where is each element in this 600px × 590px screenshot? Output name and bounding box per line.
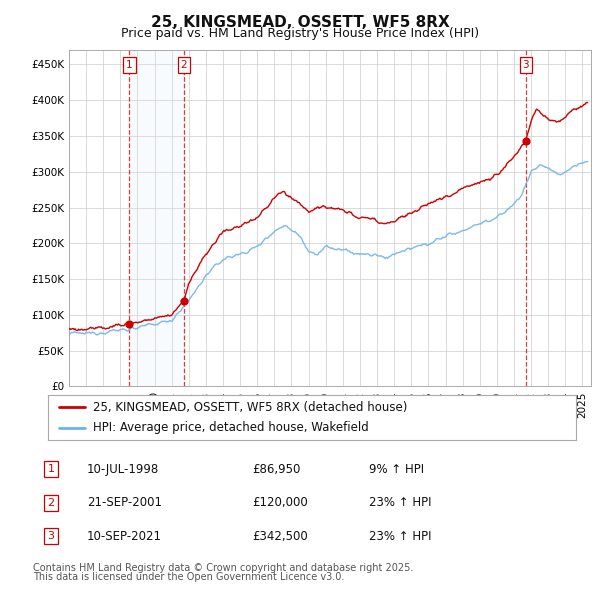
Text: 10-SEP-2021: 10-SEP-2021 xyxy=(87,530,162,543)
Text: 1: 1 xyxy=(126,60,133,70)
Point xyxy=(521,137,530,146)
Point xyxy=(125,320,134,329)
Bar xyxy=(130,50,184,386)
Text: 10-JUL-1998: 10-JUL-1998 xyxy=(87,463,159,476)
Text: HPI: Average price, detached house, Wakefield: HPI: Average price, detached house, Wake… xyxy=(93,421,368,434)
Text: 2: 2 xyxy=(47,498,55,507)
Text: 3: 3 xyxy=(523,60,529,70)
Point xyxy=(179,296,189,305)
Text: 1: 1 xyxy=(47,464,55,474)
Text: 23% ↑ HPI: 23% ↑ HPI xyxy=(369,530,431,543)
Text: £120,000: £120,000 xyxy=(252,496,308,509)
Text: 25, KINGSMEAD, OSSETT, WF5 8RX: 25, KINGSMEAD, OSSETT, WF5 8RX xyxy=(151,15,449,30)
Text: 23% ↑ HPI: 23% ↑ HPI xyxy=(369,496,431,509)
Text: £342,500: £342,500 xyxy=(252,530,308,543)
Text: 9% ↑ HPI: 9% ↑ HPI xyxy=(369,463,424,476)
Text: 25, KINGSMEAD, OSSETT, WF5 8RX (detached house): 25, KINGSMEAD, OSSETT, WF5 8RX (detached… xyxy=(93,401,407,414)
Text: £86,950: £86,950 xyxy=(252,463,301,476)
Text: Contains HM Land Registry data © Crown copyright and database right 2025.: Contains HM Land Registry data © Crown c… xyxy=(33,563,413,572)
Text: 3: 3 xyxy=(47,532,55,541)
Text: Price paid vs. HM Land Registry's House Price Index (HPI): Price paid vs. HM Land Registry's House … xyxy=(121,27,479,40)
Text: 2: 2 xyxy=(181,60,187,70)
Text: This data is licensed under the Open Government Licence v3.0.: This data is licensed under the Open Gov… xyxy=(33,572,344,582)
Text: 21-SEP-2001: 21-SEP-2001 xyxy=(87,496,162,509)
